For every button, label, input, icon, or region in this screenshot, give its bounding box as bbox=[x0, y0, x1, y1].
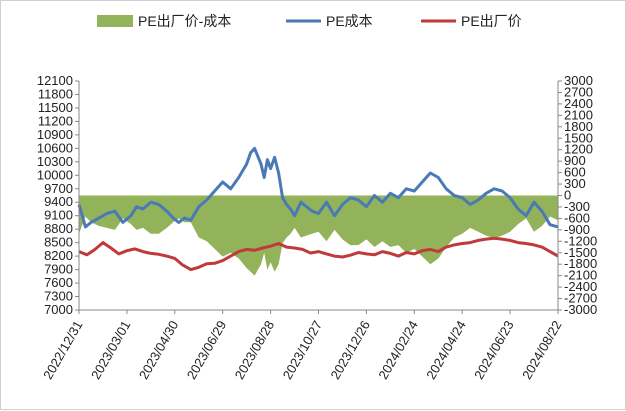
x-tick-label: 2023/06/29 bbox=[184, 318, 230, 382]
left-tick-label: 12100 bbox=[37, 73, 73, 88]
right-tick-label: 1200 bbox=[564, 142, 593, 157]
series-line-cost bbox=[77, 146, 559, 229]
left-tick-label: 10600 bbox=[37, 140, 73, 155]
x-tick-label: 2023/12/26 bbox=[327, 318, 373, 382]
x-tick-label: 2024/02/24 bbox=[375, 318, 421, 382]
right-tick-label: 600 bbox=[564, 165, 586, 180]
plot-area bbox=[77, 146, 559, 276]
left-tick-label: 9700 bbox=[44, 181, 73, 196]
right-tick-label: -900 bbox=[564, 222, 590, 237]
right-tick-label: -2700 bbox=[564, 291, 597, 306]
x-tick-label: 2024/06/23 bbox=[471, 318, 517, 382]
right-tick-label: 1800 bbox=[564, 119, 593, 134]
left-tick-label: 11200 bbox=[38, 113, 73, 128]
left-tick-label: 10300 bbox=[37, 154, 73, 169]
legend: PE出厂价-成本 PE成本 PE出厂价 bbox=[97, 13, 522, 29]
right-tick-label: 0 bbox=[564, 188, 571, 203]
x-tick-label: 2023/10/27 bbox=[280, 318, 326, 382]
right-tick-label: 300 bbox=[564, 176, 586, 191]
legend-label-cost: PE成本 bbox=[326, 13, 373, 29]
left-tick-label: 10900 bbox=[37, 127, 73, 142]
left-tick-label: 7600 bbox=[44, 275, 73, 290]
x-tick-label: 2023/03/01 bbox=[88, 318, 134, 382]
left-tick-label: 7000 bbox=[44, 302, 73, 317]
right-tick-label: 2700 bbox=[564, 84, 593, 99]
right-tick-label: -1200 bbox=[564, 233, 597, 248]
left-tick-label: 8200 bbox=[44, 248, 73, 263]
left-tick-label: 9100 bbox=[44, 208, 73, 223]
x-tick-label: 2022/12/31 bbox=[40, 318, 86, 382]
legend-swatch-spread bbox=[97, 15, 133, 27]
series-area-spread bbox=[79, 195, 558, 276]
right-tick-label: -3000 bbox=[564, 302, 597, 317]
right-tick-label: -300 bbox=[564, 199, 590, 214]
left-tick-label: 7900 bbox=[44, 262, 73, 277]
left-tick-label: 10000 bbox=[37, 167, 73, 182]
right-tick-label: 2100 bbox=[564, 107, 593, 122]
right-tick-label: -2400 bbox=[564, 279, 597, 294]
x-tick-label: 2023/04/30 bbox=[136, 318, 182, 382]
left-tick-label: 7300 bbox=[44, 289, 73, 304]
right-tick-label: 900 bbox=[564, 153, 586, 168]
legend-label-spread: PE出厂价-成本 bbox=[138, 13, 231, 29]
left-tick-label: 11500 bbox=[38, 100, 73, 115]
x-tick-label: 2024/04/24 bbox=[423, 318, 469, 382]
left-tick-label: 9400 bbox=[44, 194, 73, 209]
left-tick-label: 8800 bbox=[44, 221, 73, 236]
x-tick-label: 2023/08/28 bbox=[232, 318, 278, 382]
right-tick-label: 2400 bbox=[564, 96, 593, 111]
left-tick-label: 8500 bbox=[44, 235, 73, 250]
legend-label-price: PE出厂价 bbox=[461, 13, 522, 29]
right-tick-label: -2100 bbox=[564, 268, 597, 283]
x-tick-label: 2024/08/22 bbox=[519, 318, 565, 382]
series-line-price bbox=[78, 236, 559, 272]
right-tick-label: 1500 bbox=[564, 130, 593, 145]
right-tick-label: 3000 bbox=[564, 73, 593, 88]
right-tick-label: -1500 bbox=[564, 245, 597, 260]
right-tick-label: -600 bbox=[564, 210, 590, 225]
right-tick-label: -1800 bbox=[564, 256, 597, 271]
left-tick-label: 11800 bbox=[38, 86, 73, 101]
